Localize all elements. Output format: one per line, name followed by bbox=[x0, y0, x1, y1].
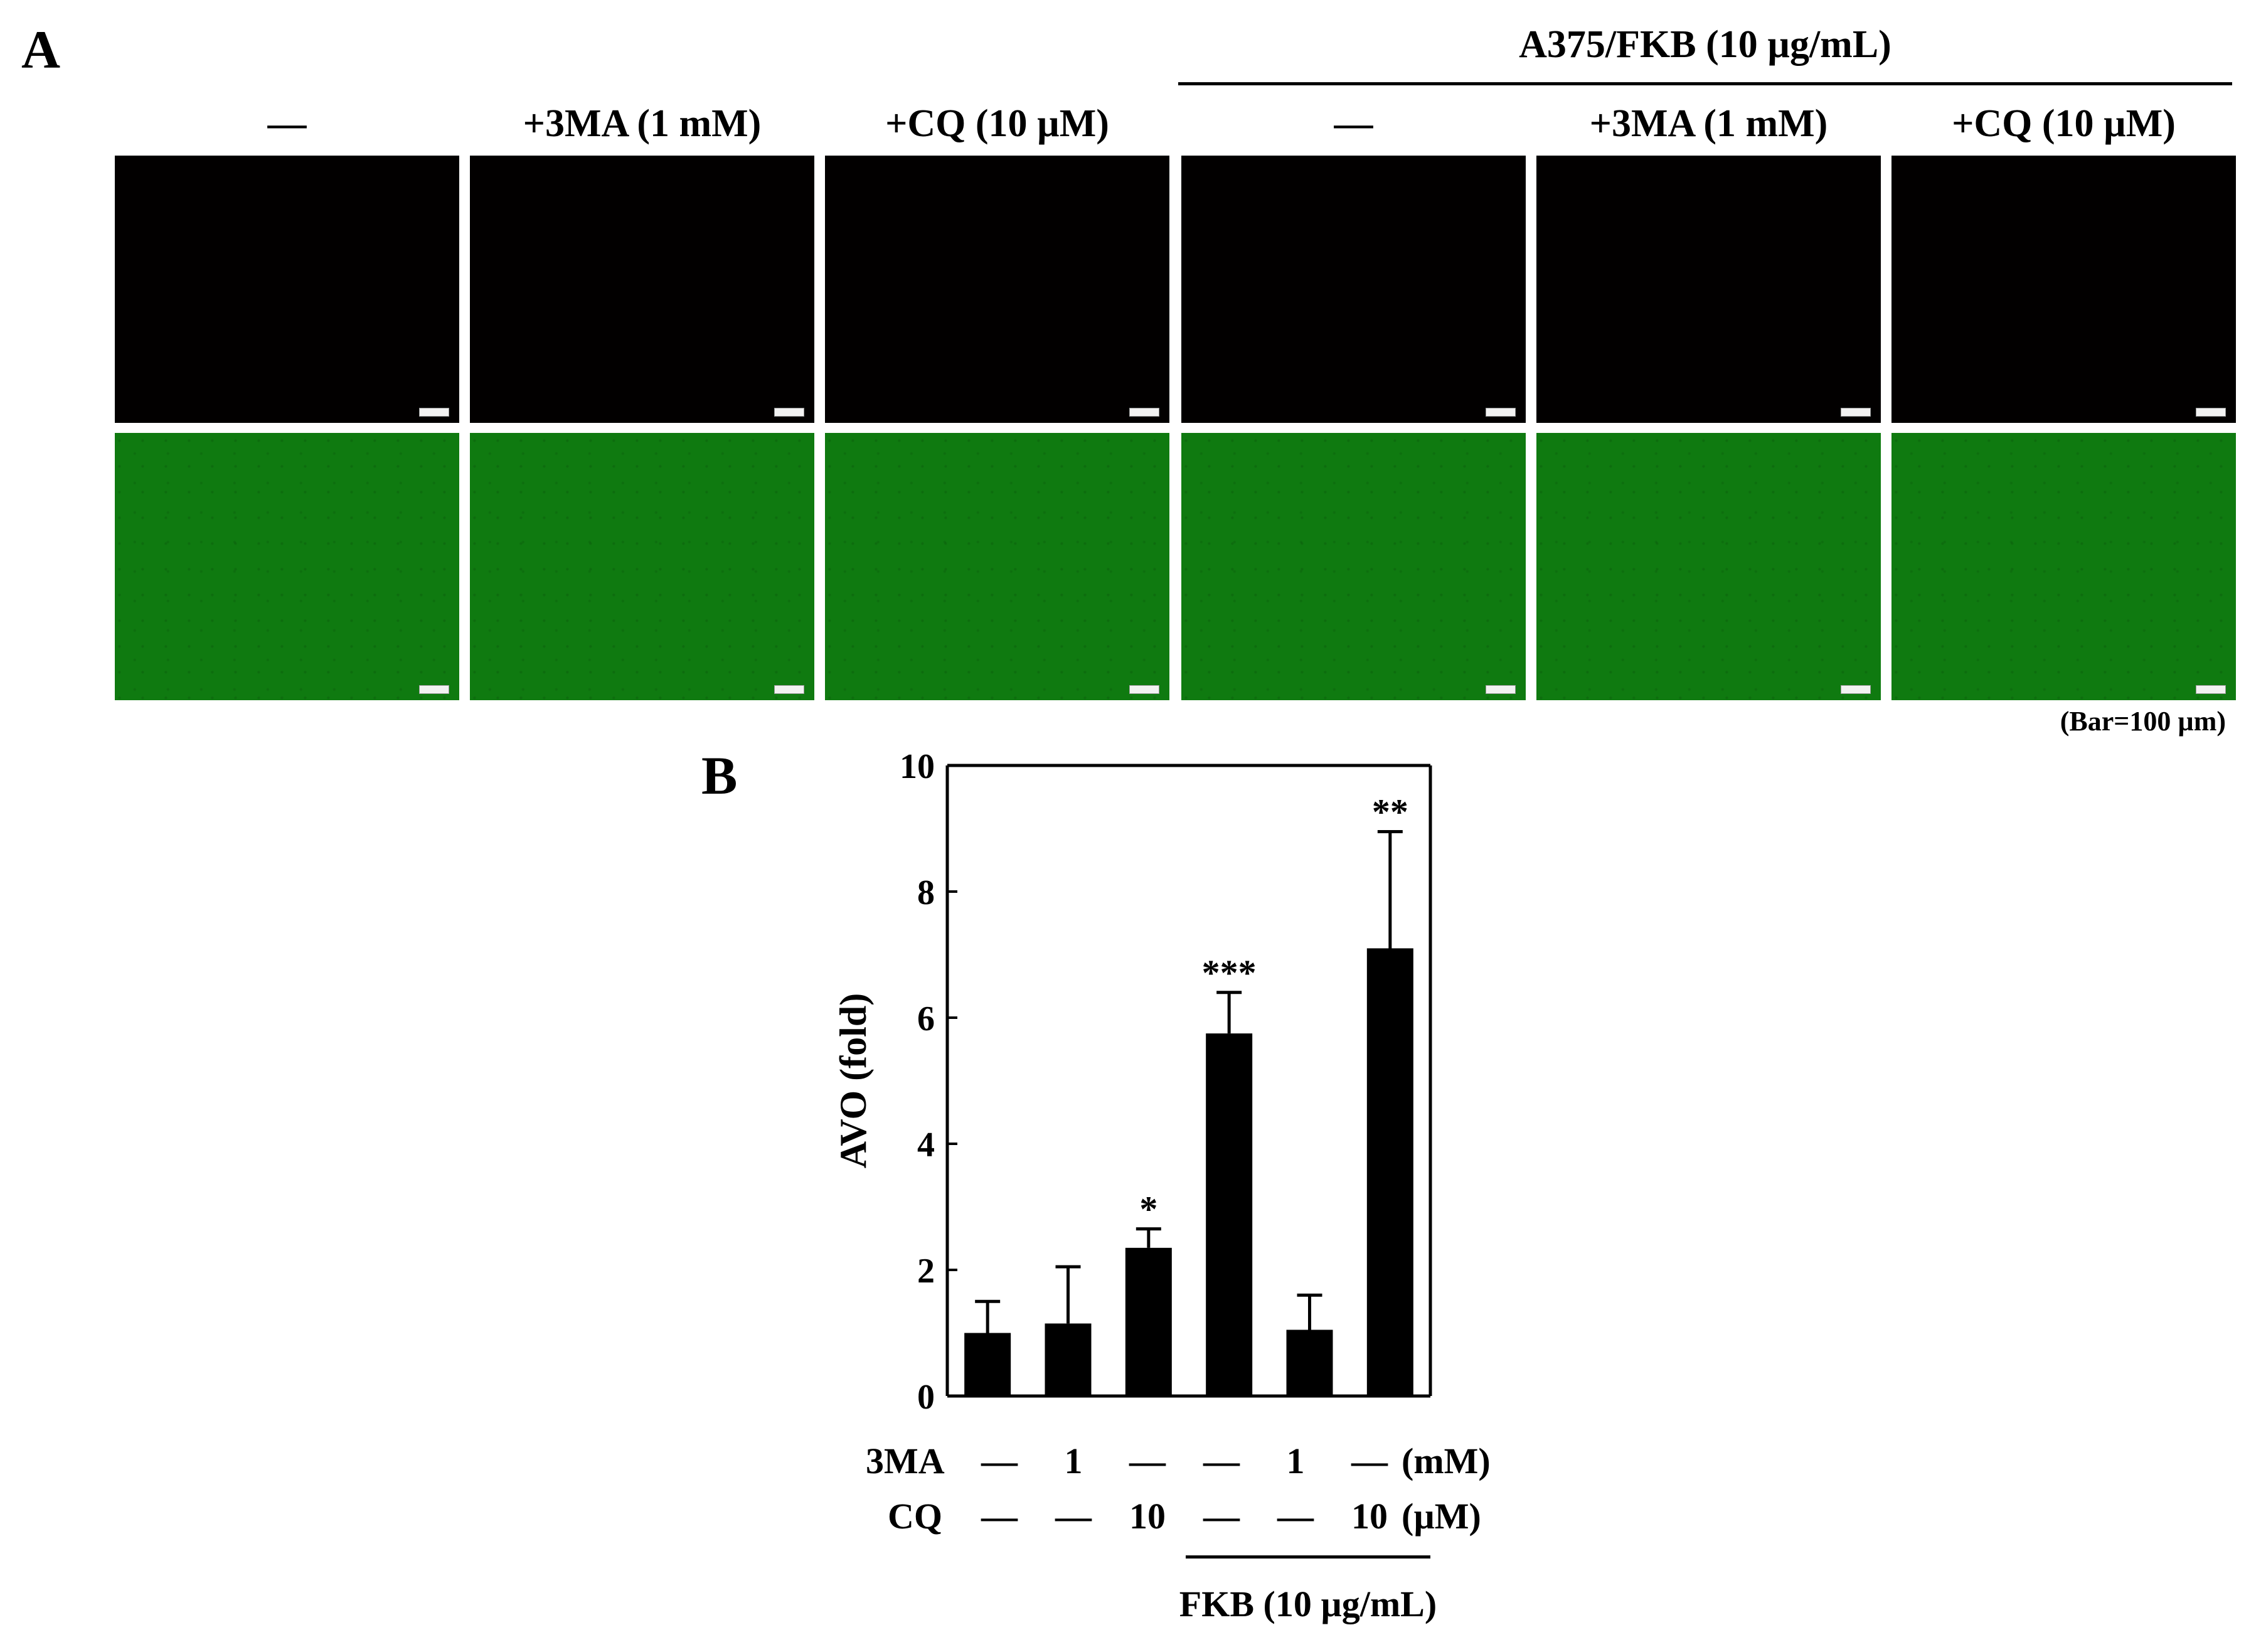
y-tick-label: 8 bbox=[917, 873, 935, 912]
row-value: 1 bbox=[1064, 1441, 1083, 1481]
scale-bar bbox=[1129, 685, 1159, 694]
row-value: 10 bbox=[1351, 1496, 1388, 1537]
row-unit: (µM) bbox=[1402, 1496, 1481, 1537]
brightfield-image bbox=[115, 433, 459, 700]
scale-bar bbox=[2196, 408, 2226, 417]
column-label: — bbox=[1334, 102, 1373, 145]
scale-bar bbox=[1841, 685, 1871, 694]
brightfield-image bbox=[470, 433, 814, 700]
bar bbox=[1366, 948, 1413, 1396]
row-value: — bbox=[1055, 1496, 1092, 1537]
scale-bar bbox=[419, 408, 449, 417]
row-value: — bbox=[1203, 1441, 1240, 1481]
column-label: +3MA (1 mM) bbox=[523, 102, 762, 145]
column-label: — bbox=[267, 102, 307, 145]
fkb-group-line bbox=[1178, 82, 2232, 85]
fkb-bracket-label: FKB (10 µg/mL) bbox=[1179, 1584, 1437, 1624]
significance-label: * bbox=[1139, 1189, 1157, 1230]
fkb-bracket-line bbox=[1186, 1555, 1430, 1559]
scale-bar bbox=[1486, 685, 1516, 694]
fluorescence-image bbox=[825, 156, 1169, 423]
bar bbox=[1045, 1323, 1092, 1396]
y-tick-label: 0 bbox=[917, 1378, 935, 1417]
y-tick-label: 4 bbox=[917, 1126, 935, 1164]
bar bbox=[1206, 1033, 1253, 1396]
row-value: — bbox=[1129, 1441, 1166, 1481]
bar bbox=[1286, 1330, 1333, 1396]
bar bbox=[964, 1333, 1011, 1396]
y-tick-label: 6 bbox=[917, 999, 935, 1038]
brightfield-image bbox=[1536, 433, 1881, 700]
y-axis-label: AVO (fold) bbox=[833, 993, 874, 1168]
row-value: — bbox=[1203, 1496, 1240, 1537]
scale-bar bbox=[774, 408, 804, 417]
scale-bar bbox=[419, 685, 449, 694]
row-label-cq: CQ bbox=[888, 1496, 942, 1537]
fluorescence-image bbox=[1536, 156, 1881, 423]
row-value: 1 bbox=[1286, 1441, 1305, 1481]
scale-bar bbox=[2196, 685, 2226, 694]
scale-bar bbox=[774, 685, 804, 694]
brightfield-image bbox=[1181, 433, 1526, 700]
scale-bar bbox=[1129, 408, 1159, 417]
scale-bar bbox=[1841, 408, 1871, 417]
row-value: — bbox=[1277, 1496, 1314, 1537]
row-unit: (mM) bbox=[1402, 1441, 1491, 1481]
panel-a-label: A bbox=[21, 19, 61, 80]
row-value: — bbox=[981, 1496, 1018, 1537]
fluorescence-image bbox=[1891, 156, 2236, 423]
fluorescence-image bbox=[115, 156, 459, 423]
y-tick-label: 10 bbox=[900, 747, 935, 786]
row-value: 10 bbox=[1129, 1496, 1166, 1537]
y-tick-label: 2 bbox=[917, 1252, 935, 1291]
panel-b-label: B bbox=[701, 745, 738, 806]
brightfield-image bbox=[825, 433, 1169, 700]
row-value: — bbox=[981, 1441, 1018, 1481]
column-label: +CQ (10 µM) bbox=[1952, 102, 2176, 145]
significance-label: *** bbox=[1202, 952, 1257, 993]
fkb-group-label: A375/FKB (10 µg/mL) bbox=[1519, 23, 1891, 66]
fluorescence-image bbox=[1181, 156, 1526, 423]
fluorescence-image bbox=[470, 156, 814, 423]
scale-bar bbox=[1486, 408, 1516, 417]
row-label-3ma: 3MA bbox=[866, 1441, 945, 1481]
bar bbox=[1125, 1247, 1172, 1396]
row-value: — bbox=[1351, 1441, 1388, 1481]
column-label: +3MA (1 mM) bbox=[1589, 102, 1828, 145]
significance-label: ** bbox=[1372, 792, 1408, 833]
column-label: +CQ (10 µM) bbox=[885, 102, 1109, 145]
brightfield-image bbox=[1891, 433, 2236, 700]
scale-note: (Bar=100 µm) bbox=[2060, 706, 2226, 737]
